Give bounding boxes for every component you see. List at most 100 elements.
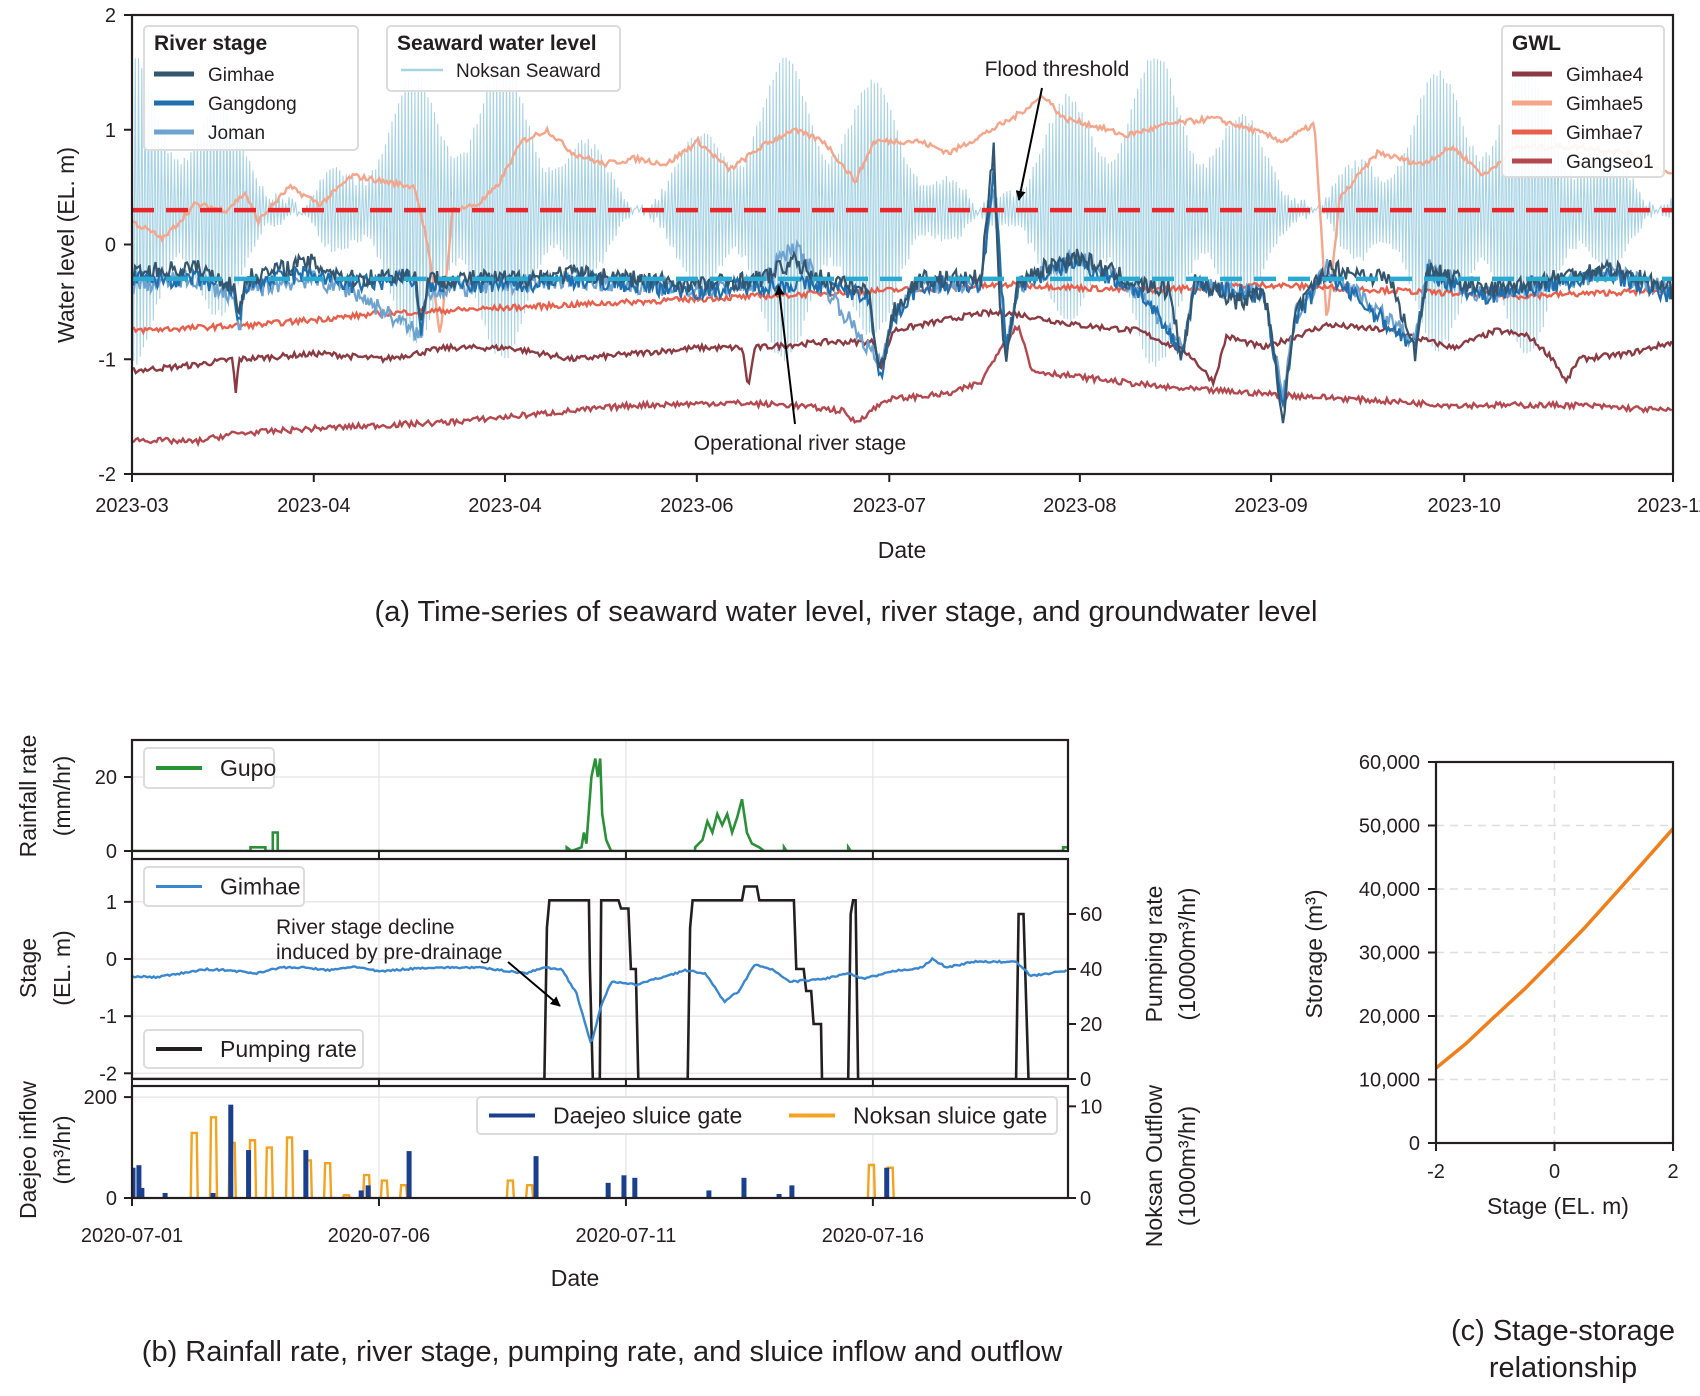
x-axis-label: Stage (EL. m) <box>1487 1193 1629 1219</box>
y-tick-label: 0 <box>105 235 116 257</box>
bar-noksan-outflow <box>505 1179 516 1198</box>
x-tick-label: 2020-07-16 <box>822 1225 924 1247</box>
legend-label: Gangdong <box>208 94 297 115</box>
series-gimhae4 <box>132 307 1673 394</box>
bar-noksan-outflow <box>524 1183 535 1198</box>
y-tick-label: -1 <box>98 349 116 371</box>
series-stage-storage <box>1436 827 1673 1070</box>
annotation-arrow <box>1015 87 1043 201</box>
bar-daejeo-inflow <box>776 1193 782 1198</box>
legend-seaward: Seaward water level Noksan Seaward <box>386 25 621 92</box>
y-tick-label: 60,000 <box>1359 752 1420 774</box>
bar-noksan-outflow <box>284 1136 295 1198</box>
y-tick-label: 20 <box>95 767 117 789</box>
legend-label: Pumping rate <box>220 1036 357 1062</box>
bar-noksan-outflow <box>189 1131 199 1198</box>
bar-daejeo-inflow <box>132 1167 136 1198</box>
y-right-tick-label: 10 <box>1080 1096 1102 1118</box>
y-axis-label-stage-unit: (EL. m) <box>49 930 75 1005</box>
bar-daejeo-inflow <box>621 1175 627 1198</box>
legend-pumping: Pumping rate <box>143 1029 364 1069</box>
x-tick-label: 2023-04 <box>277 495 350 517</box>
legend-label: Gimhae <box>220 874 301 900</box>
legend-box <box>143 1029 364 1069</box>
y-tick-label: 50,000 <box>1359 816 1420 838</box>
y-tick-label: -1 <box>99 1006 117 1028</box>
bar-noksan-outflow <box>264 1146 275 1198</box>
x-tick-label: 2023-06 <box>660 495 733 517</box>
legend-river-stage: River stage Gimhae Gangdong Joman <box>143 25 359 151</box>
legend-box <box>143 866 305 907</box>
x-tick-label: 2023-10 <box>1427 495 1500 517</box>
y-tick-label: 30,000 <box>1359 943 1420 965</box>
bar-daejeo-inflow <box>100 1163 105 1198</box>
y-tick-label: 40,000 <box>1359 879 1420 901</box>
bar-daejeo-inflow <box>365 1185 371 1198</box>
series-gimhae7 <box>132 280 1673 336</box>
bar-noksan-outflow <box>398 1183 409 1198</box>
annotation-arrow <box>507 961 561 1007</box>
x-tick-label: 2020-07-01 <box>81 1225 183 1247</box>
panel-a-plot-area <box>132 57 1673 448</box>
series-noksan-seaward <box>132 57 1673 367</box>
y-tick-label: 200 <box>84 1087 117 1109</box>
x-tick-label: -2 <box>1427 1161 1445 1183</box>
bar-daejeo-inflow <box>210 1192 216 1198</box>
y-axis-label: Storage (m³) <box>1301 889 1327 1018</box>
x-axis-label: Date <box>878 537 927 563</box>
bar-daejeo-inflow <box>358 1190 364 1198</box>
bar-daejeo-inflow <box>246 1150 252 1198</box>
y-tick-label: 1 <box>106 892 117 914</box>
legend-rainfall: Gupo <box>143 747 276 789</box>
legend-box <box>476 1096 1058 1135</box>
legend-sluice: Daejeo sluice gate Noksan sluice gate <box>476 1096 1058 1135</box>
legend-label: Noksan sluice gate <box>853 1103 1047 1129</box>
caption-c-line2: relationship <box>1489 1352 1637 1384</box>
sluice-frame <box>130 1084 1070 1200</box>
bar-noksan-outflow <box>208 1116 219 1198</box>
rainfall-frame <box>130 738 1070 853</box>
legend-label: Gupo <box>220 755 276 781</box>
y-axis-label-rainfall-unit: (mm/hr) <box>49 756 75 836</box>
bar-daejeo-inflow <box>706 1190 712 1198</box>
legend-label: Joman <box>208 123 265 144</box>
legend-label: Noksan Seaward <box>456 61 601 82</box>
legend-label: Daejeo sluice gate <box>553 1103 742 1129</box>
x-tick-label: 0 <box>1549 1161 1560 1183</box>
y-tick-label: -2 <box>98 464 116 486</box>
x-tick-label: 2023-03 <box>95 495 168 517</box>
series-gimhae <box>132 142 1673 424</box>
x-tick-label: 2 <box>1667 1161 1678 1183</box>
caption-c: (c) Stage-storage <box>1451 1315 1675 1347</box>
legend-title: River stage <box>154 32 267 55</box>
y-axis-label-daejeo: Daejeo inflow <box>15 1081 41 1219</box>
x-tick-label: 2023-08 <box>1043 495 1116 517</box>
legend-label: Gimhae4 <box>1566 65 1644 86</box>
legend-stage: Gimhae <box>143 866 305 907</box>
y-tick-label: 0 <box>106 949 117 971</box>
legend-box <box>386 25 621 92</box>
bar-daejeo-inflow <box>741 1177 747 1198</box>
series-gimhae-stage <box>132 956 1068 1044</box>
y-axis-label-noksan-unit: (1000m³/hr) <box>1174 1106 1200 1226</box>
x-tick-label: 2023-07 <box>853 495 926 517</box>
y-right-tick-label: 40 <box>1080 959 1102 981</box>
y-right-tick-label: 60 <box>1080 904 1102 926</box>
y-axis-label-stage: Stage <box>15 938 41 998</box>
legend-box <box>1501 25 1665 178</box>
x-tick-label: 2020-07-11 <box>576 1225 677 1247</box>
x-tick-label: 2023-04 <box>468 495 541 517</box>
y-tick-label: 10,000 <box>1359 1070 1420 1092</box>
legend-box <box>143 747 275 789</box>
rainfall-plot-area <box>132 758 1068 851</box>
y-right-tick-label: 0 <box>1080 1188 1091 1210</box>
caption-b: (b) Rainfall rate, river stage, pumping … <box>142 1336 1063 1368</box>
stage-plot-area <box>132 885 1068 1079</box>
y-tick-label: 0 <box>1409 1133 1420 1155</box>
y-tick-label: -2 <box>99 1063 117 1085</box>
legend-title: GWL <box>1512 32 1561 55</box>
annotation-stage-decline: River stage decline <box>276 916 455 939</box>
y-axis-label-pumping: Pumping rate <box>1141 886 1167 1023</box>
x-tick-label: 2023-09 <box>1234 495 1307 517</box>
